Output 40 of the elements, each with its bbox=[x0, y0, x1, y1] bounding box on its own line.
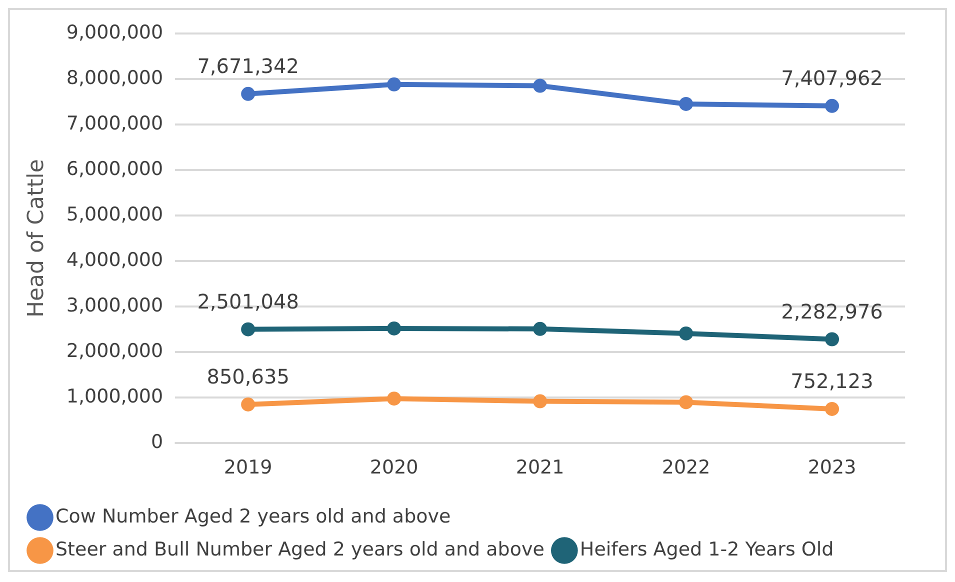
y-tick-label: 5,000,000 bbox=[66, 203, 164, 226]
y-tick-label: 9,000,000 bbox=[66, 21, 164, 44]
point bbox=[679, 395, 694, 410]
legend-label: Cow Number Aged 2 years old and above bbox=[56, 505, 451, 528]
y-tick-label: 1,000,000 bbox=[66, 386, 164, 408]
point bbox=[387, 392, 402, 406]
point bbox=[825, 98, 840, 113]
legend-label: Heifers Aged 1-2 Years Old bbox=[580, 538, 834, 560]
x-tick-label: 2022 bbox=[662, 456, 710, 479]
y-tick-label: 4,000,000 bbox=[66, 249, 164, 272]
point bbox=[533, 322, 548, 336]
point bbox=[679, 96, 694, 111]
data-label: 7,407,962 bbox=[781, 66, 883, 90]
point bbox=[241, 86, 256, 101]
legend-label: Steer and Bull Number Aged 2 years old and above bbox=[56, 538, 544, 560]
point bbox=[241, 322, 256, 336]
point bbox=[679, 326, 694, 340]
data-label: 7,671,342 bbox=[197, 54, 299, 78]
point bbox=[533, 394, 548, 408]
point bbox=[387, 77, 402, 92]
point bbox=[825, 402, 840, 416]
data-label: 2,282,976 bbox=[781, 299, 883, 324]
data-label: 752,123 bbox=[790, 369, 874, 394]
point bbox=[387, 321, 402, 336]
point bbox=[533, 78, 548, 93]
y-tick-label: 6,000,000 bbox=[66, 158, 164, 180]
y-tick-label: 3,000,000 bbox=[66, 294, 164, 317]
x-tick-label: 2023 bbox=[808, 456, 856, 479]
point bbox=[241, 397, 256, 412]
x-tick-label: 2020 bbox=[370, 456, 418, 479]
x-tick-label: 2021 bbox=[516, 456, 564, 479]
data-label: 850,635 bbox=[206, 364, 290, 389]
y-tick-label: 0 bbox=[151, 431, 164, 454]
y-tick-label: 7,000,000 bbox=[66, 112, 164, 134]
x-tick-label: 2019 bbox=[224, 456, 272, 479]
point bbox=[825, 332, 840, 346]
y-axis-title: Head of Cattle bbox=[24, 159, 49, 318]
y-tick-label: 2,000,000 bbox=[66, 340, 164, 362]
y-tick-label: 8,000,000 bbox=[66, 66, 164, 89]
data-label: 2,501,048 bbox=[197, 290, 299, 314]
